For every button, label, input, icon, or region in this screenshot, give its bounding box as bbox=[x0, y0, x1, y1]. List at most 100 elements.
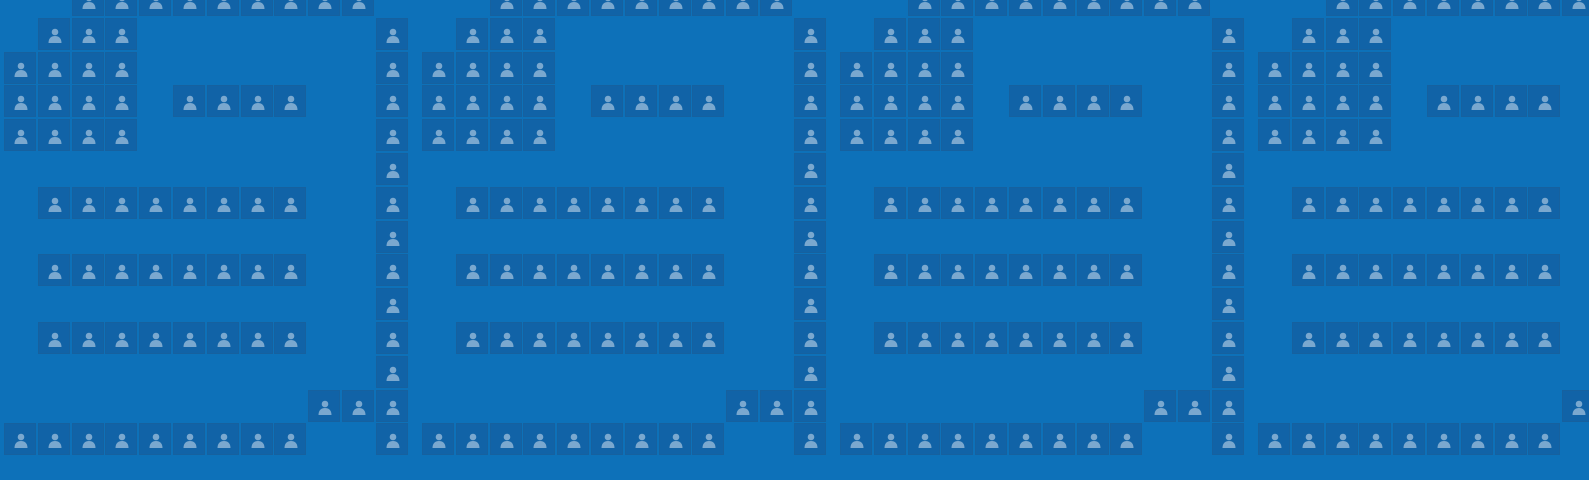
person-icon bbox=[183, 264, 197, 279]
person-icon bbox=[48, 129, 62, 144]
person-icon bbox=[115, 95, 129, 110]
person-icon bbox=[1053, 264, 1067, 279]
user-tile bbox=[591, 322, 623, 354]
user-tile bbox=[490, 85, 522, 117]
person-icon bbox=[1268, 95, 1282, 110]
user-tile bbox=[591, 0, 623, 16]
person-icon bbox=[466, 62, 480, 77]
person-icon bbox=[1120, 95, 1134, 110]
user-tile bbox=[1326, 85, 1358, 117]
user-tile bbox=[908, 187, 940, 219]
user-tile bbox=[1359, 52, 1391, 84]
user-tile bbox=[523, 187, 555, 219]
user-tile bbox=[692, 322, 724, 354]
person-icon bbox=[985, 197, 999, 212]
person-icon bbox=[1369, 433, 1383, 448]
user-tile bbox=[72, 0, 104, 16]
person-icon bbox=[1268, 433, 1282, 448]
person-icon bbox=[1222, 231, 1236, 246]
user-tile bbox=[105, 187, 137, 219]
user-tile bbox=[139, 187, 171, 219]
user-tile bbox=[1528, 0, 1560, 16]
user-tile bbox=[4, 119, 36, 151]
person-icon bbox=[284, 264, 298, 279]
user-tile bbox=[557, 254, 589, 286]
person-icon bbox=[884, 433, 898, 448]
person-icon bbox=[500, 197, 514, 212]
user-tile bbox=[557, 423, 589, 455]
person-icon bbox=[386, 197, 400, 212]
person-icon bbox=[1222, 366, 1236, 381]
person-icon bbox=[1403, 433, 1417, 448]
user-tile bbox=[975, 0, 1007, 16]
person-icon bbox=[669, 264, 683, 279]
person-icon bbox=[500, 95, 514, 110]
user-tile bbox=[490, 322, 522, 354]
user-tile bbox=[874, 322, 906, 354]
person-icon bbox=[386, 332, 400, 347]
user-tile bbox=[1359, 85, 1391, 117]
user-tile bbox=[1110, 423, 1142, 455]
person-icon bbox=[14, 433, 28, 448]
person-icon bbox=[884, 129, 898, 144]
person-icon bbox=[635, 264, 649, 279]
user-tile bbox=[1043, 0, 1075, 16]
person-icon bbox=[386, 264, 400, 279]
person-icon bbox=[1437, 197, 1451, 212]
person-icon bbox=[884, 197, 898, 212]
user-tile bbox=[274, 187, 306, 219]
person-icon bbox=[500, 62, 514, 77]
person-icon bbox=[115, 0, 129, 9]
user-tile bbox=[1461, 0, 1493, 16]
user-tile bbox=[1043, 187, 1075, 219]
user-tile bbox=[1495, 322, 1527, 354]
person-icon bbox=[1538, 433, 1552, 448]
person-icon bbox=[1336, 197, 1350, 212]
person-icon bbox=[432, 95, 446, 110]
person-icon bbox=[918, 332, 932, 347]
person-icon bbox=[1053, 197, 1067, 212]
person-icon bbox=[1302, 264, 1316, 279]
user-tile bbox=[241, 85, 273, 117]
user-tile bbox=[207, 187, 239, 219]
user-tile bbox=[874, 18, 906, 50]
user-tile bbox=[625, 254, 657, 286]
user-tile bbox=[1258, 119, 1290, 151]
person-icon bbox=[82, 62, 96, 77]
user-tile bbox=[523, 119, 555, 151]
person-icon bbox=[149, 332, 163, 347]
user-tile bbox=[490, 423, 522, 455]
user-tile bbox=[1326, 119, 1358, 151]
user-tile bbox=[794, 119, 826, 151]
user-tile bbox=[1077, 423, 1109, 455]
user-tile bbox=[173, 85, 205, 117]
person-icon bbox=[567, 433, 581, 448]
user-tile bbox=[38, 119, 70, 151]
person-icon bbox=[635, 197, 649, 212]
person-icon bbox=[82, 28, 96, 43]
person-icon bbox=[804, 62, 818, 77]
person-icon bbox=[533, 95, 547, 110]
user-tile bbox=[941, 119, 973, 151]
person-icon bbox=[1120, 332, 1134, 347]
person-icon bbox=[533, 62, 547, 77]
user-tile bbox=[241, 0, 273, 16]
user-tile bbox=[908, 254, 940, 286]
user-tile bbox=[1258, 52, 1290, 84]
person-icon bbox=[884, 95, 898, 110]
user-tile bbox=[456, 254, 488, 286]
user-tile bbox=[376, 423, 408, 455]
person-icon bbox=[1019, 264, 1033, 279]
user-tile bbox=[72, 254, 104, 286]
person-icon bbox=[466, 197, 480, 212]
person-icon bbox=[804, 433, 818, 448]
user-tile bbox=[105, 52, 137, 84]
user-tile bbox=[1009, 322, 1041, 354]
person-icon bbox=[1268, 129, 1282, 144]
person-icon bbox=[1019, 197, 1033, 212]
person-icon bbox=[884, 28, 898, 43]
user-tile bbox=[490, 254, 522, 286]
person-icon bbox=[804, 298, 818, 313]
user-tile bbox=[1110, 187, 1142, 219]
user-tile bbox=[794, 153, 826, 185]
